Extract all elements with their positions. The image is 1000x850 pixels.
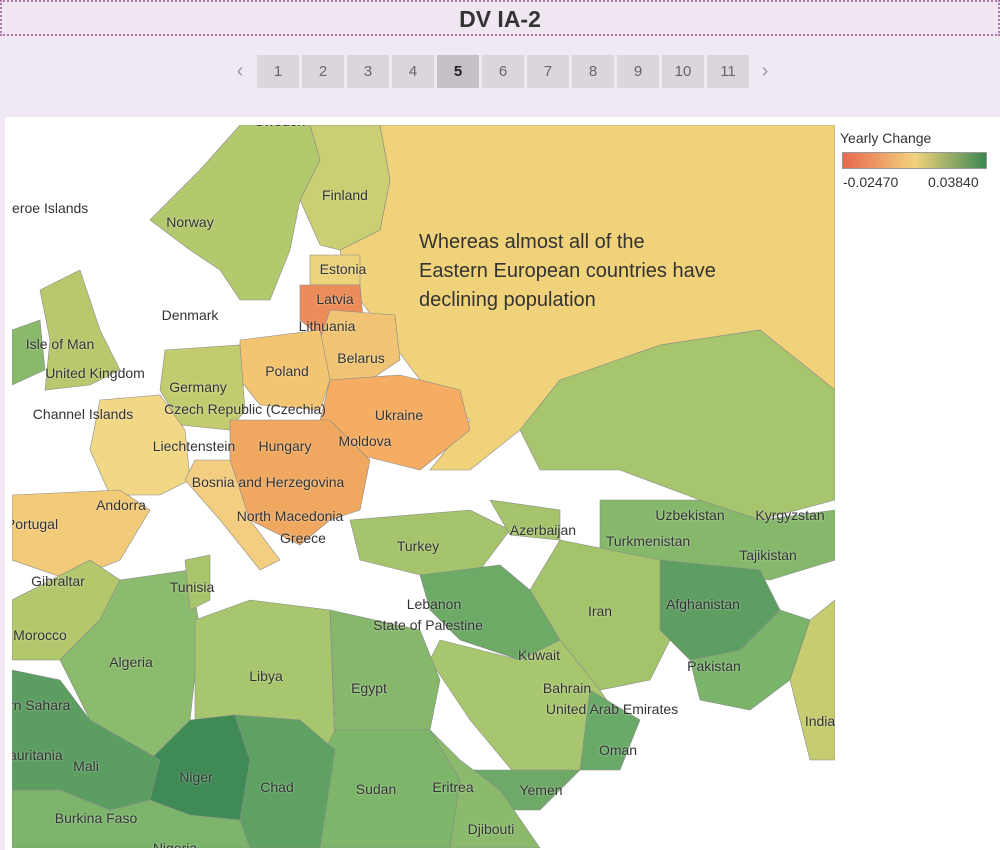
title-bar: DV IA-2 — [0, 0, 1000, 36]
country-label: Sweden — [255, 125, 306, 129]
country-label: Mali — [73, 758, 99, 774]
country-label: Denmark — [161, 307, 219, 323]
country-label: Morocco — [13, 627, 67, 643]
country-label: Mauritania — [12, 747, 63, 763]
country-label: Egypt — [351, 680, 387, 696]
country-label: Portugal — [12, 516, 59, 532]
country-label: Pakistan — [687, 658, 741, 674]
region — [12, 319, 46, 386]
country-label: Belarus — [337, 350, 385, 366]
page-button[interactable]: 10 — [662, 55, 704, 88]
region — [789, 599, 835, 761]
region — [184, 459, 281, 571]
country-label: Isle of Man — [25, 336, 95, 352]
region — [234, 714, 336, 848]
country-label: Burkina Faso — [54, 810, 138, 826]
prev-arrow[interactable]: ‹ — [236, 60, 244, 82]
country-label: Bahrain — [542, 680, 592, 696]
country-label: Azerbaijan — [509, 522, 577, 538]
country-label: Kuwait — [517, 647, 561, 663]
page-button[interactable]: 8 — [572, 55, 614, 88]
page-button[interactable]: 1 — [257, 55, 299, 88]
country-label: Faeroe Islands — [12, 200, 89, 216]
legend-title: Yearly Change — [840, 130, 932, 146]
country-label: Afghanistan — [666, 596, 740, 612]
story-title: DV IA-2 — [459, 6, 541, 32]
country-label: Liechtenstein — [152, 438, 236, 454]
country-label: Lebanon — [406, 596, 462, 612]
page-button[interactable]: 7 — [527, 55, 569, 88]
region — [12, 489, 151, 581]
country-label: Channel Islands — [32, 406, 134, 422]
country-label: Chad — [260, 779, 294, 795]
country-label: Moldova — [338, 433, 392, 449]
legend-gradient — [842, 152, 987, 169]
country-label: Eritrea — [432, 779, 474, 795]
page-button[interactable]: 2 — [302, 55, 344, 88]
country-label: Western Sahara — [12, 697, 71, 713]
page-button[interactable]: 5 — [437, 55, 479, 88]
country-label: Libya — [249, 668, 283, 684]
region — [39, 269, 121, 391]
country-label: Latvia — [316, 291, 354, 307]
country-label: Tajikistan — [739, 547, 797, 563]
country-label: Sudan — [355, 781, 397, 797]
country-label: Estonia — [319, 261, 367, 277]
annotation: Whereas almost all of the Eastern Europe… — [419, 231, 716, 311]
story-navigation: ‹ › 1 2 3 4 5 6 7 8 9 10 11 — [0, 50, 1000, 94]
country-label: United Kingdom — [45, 365, 145, 381]
region — [429, 729, 541, 848]
next-arrow[interactable]: › — [761, 60, 769, 82]
legend-scale — [842, 152, 987, 169]
region — [12, 789, 251, 848]
country-label: State of Palestine — [373, 617, 483, 633]
country-label: Niger — [179, 769, 213, 785]
country-label: Djibouti — [467, 821, 515, 837]
country-label: Algeria — [109, 654, 153, 670]
country-label: Turkmenistan — [605, 533, 691, 549]
page-button[interactable]: 3 — [347, 55, 389, 88]
page-button[interactable]: 4 — [392, 55, 434, 88]
region — [149, 125, 321, 301]
region — [184, 554, 211, 611]
country-label: Turkey — [396, 538, 440, 554]
map-shapes — [12, 125, 835, 848]
page-button[interactable]: 11 — [707, 55, 749, 88]
region — [579, 689, 641, 771]
legend-max-label: 0.03840 — [928, 174, 979, 190]
country-label: Bosnia and Herzegovina — [191, 474, 345, 490]
country-label: Uzbekistan — [655, 507, 725, 523]
page-button[interactable]: 6 — [482, 55, 524, 88]
country-label: Germany — [169, 379, 227, 395]
country-label: Kyrgyzstan — [755, 507, 825, 523]
country-label: Yemen — [519, 782, 563, 798]
country-label: Hungary — [258, 438, 312, 454]
country-label: United Arab Emirates — [545, 701, 679, 717]
map: Sweden Finland Faeroe Islands Norway Estonia… — [12, 125, 835, 848]
country-label: Greece — [280, 530, 326, 546]
country-label: Norway — [166, 214, 214, 230]
page-button[interactable]: 9 — [617, 55, 659, 88]
legend-min-label: -0.02470 — [843, 174, 899, 190]
country-label: Tunisia — [169, 579, 215, 595]
country-label: Ukraine — [374, 407, 424, 423]
country-label: Iran — [587, 603, 613, 619]
country-label: Poland — [265, 363, 309, 379]
region — [329, 609, 441, 731]
country-label: North Macedonia — [236, 508, 344, 524]
country-label: Nigeria — [152, 840, 198, 848]
country-label: Lithuania — [298, 318, 356, 334]
country-label: Gibraltar — [31, 573, 85, 589]
country-label: Czech Republic (Czechia) — [164, 401, 326, 417]
region — [89, 394, 191, 496]
country-label: Oman — [598, 742, 638, 758]
country-label: Finland — [322, 187, 368, 203]
country-label: Andorra — [96, 497, 146, 513]
country-label: India — [804, 713, 835, 729]
